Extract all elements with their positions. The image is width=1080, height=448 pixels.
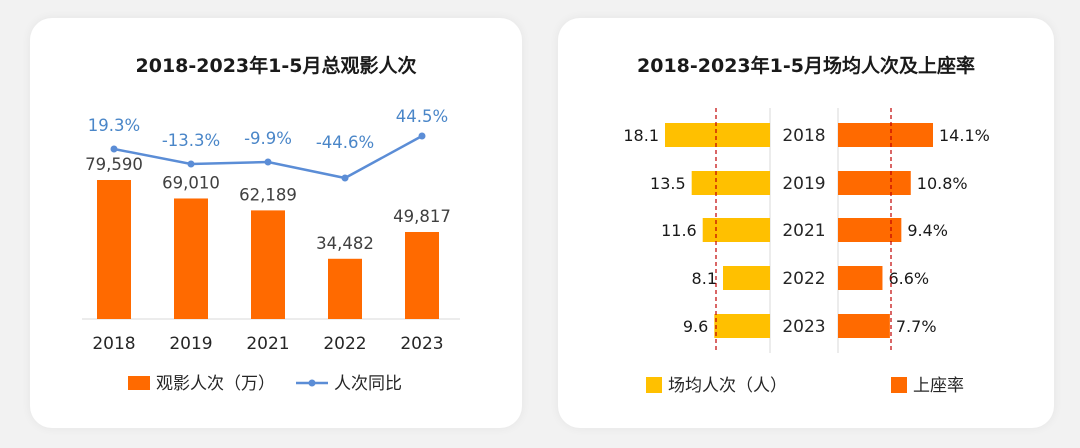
data-label-yoy-2019: -13.3% bbox=[162, 131, 220, 150]
point-yoy-2022 bbox=[341, 174, 349, 182]
legend-label-occupancy: 上座率 bbox=[913, 376, 964, 396]
bar-admissions-2022 bbox=[328, 258, 362, 319]
data-label-avg-admissions-2022: 8.1 bbox=[692, 269, 717, 288]
data-label-occupancy-2019: 10.8% bbox=[917, 174, 968, 193]
data-label-admissions-2022: 34,482 bbox=[316, 234, 374, 253]
category-label-2021: 2021 bbox=[782, 221, 825, 241]
legend-label-admissions: 观影人次（万） bbox=[156, 374, 275, 394]
data-label-occupancy-2018: 14.1% bbox=[939, 126, 990, 145]
data-label-avg-admissions-2023: 9.6 bbox=[683, 317, 708, 336]
point-yoy-2021 bbox=[264, 158, 272, 166]
x-tick-label-2021: 2021 bbox=[246, 334, 289, 354]
legend-label-avg-admissions: 场均人次（人） bbox=[668, 376, 787, 396]
bar-avg-admissions-2021 bbox=[702, 218, 770, 242]
legend-label-yoy: 人次同比 bbox=[334, 374, 402, 394]
x-tick-label-2022: 2022 bbox=[323, 334, 366, 354]
category-label-2018: 2018 bbox=[782, 126, 825, 146]
data-label-avg-admissions-2018: 18.1 bbox=[623, 126, 659, 145]
bar-occupancy-2018 bbox=[838, 123, 933, 147]
chart-card-avg-and-occupancy: 2018-2023年1-5月场均人次及上座率 18.1 14.1% 2018 13.5… bbox=[558, 18, 1054, 428]
data-label-admissions-2021: 62,189 bbox=[239, 185, 297, 204]
x-tick-label-2023: 2023 bbox=[400, 334, 443, 354]
data-label-yoy-2023: 44.5% bbox=[396, 107, 448, 126]
data-label-avg-admissions-2021: 11.6 bbox=[661, 221, 697, 240]
data-label-occupancy-2023: 7.7% bbox=[896, 317, 937, 336]
bar-occupancy-2021 bbox=[838, 218, 902, 242]
data-label-admissions-2023: 49,817 bbox=[393, 207, 451, 226]
bar-admissions-2018 bbox=[97, 180, 131, 319]
data-label-admissions-2018: 79,590 bbox=[85, 155, 143, 174]
legend-swatch-avg-admissions bbox=[646, 377, 662, 393]
legend-swatch-admissions bbox=[128, 376, 150, 390]
data-label-yoy-2018: 19.3% bbox=[88, 116, 140, 135]
data-label-admissions-2019: 69,010 bbox=[162, 173, 220, 192]
point-yoy-2019 bbox=[187, 160, 195, 168]
total-admissions-chart: 2018-2023年1-5月总观影人次 79,590 69,010 62,189 34… bbox=[82, 54, 460, 394]
bar-avg-admissions-2022 bbox=[723, 266, 770, 290]
data-label-occupancy-2022: 6.6% bbox=[888, 269, 929, 288]
legend-swatch-occupancy bbox=[891, 377, 907, 393]
bar-avg-admissions-2018 bbox=[665, 123, 770, 147]
bar-avg-admissions-2023 bbox=[714, 314, 770, 338]
data-label-avg-admissions-2019: 13.5 bbox=[650, 174, 686, 193]
point-yoy-2018 bbox=[110, 145, 118, 153]
chart-title: 2018-2023年1-5月场均人次及上座率 bbox=[637, 54, 975, 77]
point-yoy-2023 bbox=[418, 132, 426, 140]
bar-admissions-2021 bbox=[251, 210, 285, 319]
x-tick-label-2018: 2018 bbox=[92, 334, 135, 354]
data-label-occupancy-2021: 9.4% bbox=[907, 221, 948, 240]
avg-admissions-occupancy-chart: 2018-2023年1-5月场均人次及上座率 18.1 14.1% 2018 13.5… bbox=[623, 54, 990, 396]
bar-occupancy-2023 bbox=[838, 314, 890, 338]
bar-occupancy-2022 bbox=[838, 266, 883, 290]
x-tick-label-2019: 2019 bbox=[169, 334, 212, 354]
bar-admissions-2023 bbox=[405, 231, 439, 319]
bar-avg-admissions-2019 bbox=[691, 171, 770, 195]
legend-marker-yoy bbox=[308, 379, 316, 387]
category-label-2019: 2019 bbox=[782, 174, 825, 194]
category-label-2022: 2022 bbox=[782, 269, 825, 289]
category-label-2023: 2023 bbox=[782, 317, 825, 337]
bar-admissions-2019 bbox=[174, 198, 208, 319]
chart-title: 2018-2023年1-5月总观影人次 bbox=[136, 54, 417, 77]
data-label-yoy-2021: -9.9% bbox=[244, 129, 292, 148]
bar-occupancy-2019 bbox=[838, 171, 911, 195]
data-label-yoy-2022: -44.6% bbox=[316, 133, 374, 152]
chart-card-total-admissions: 2018-2023年1-5月总观影人次 79,590 69,010 62,189 34… bbox=[30, 18, 522, 428]
